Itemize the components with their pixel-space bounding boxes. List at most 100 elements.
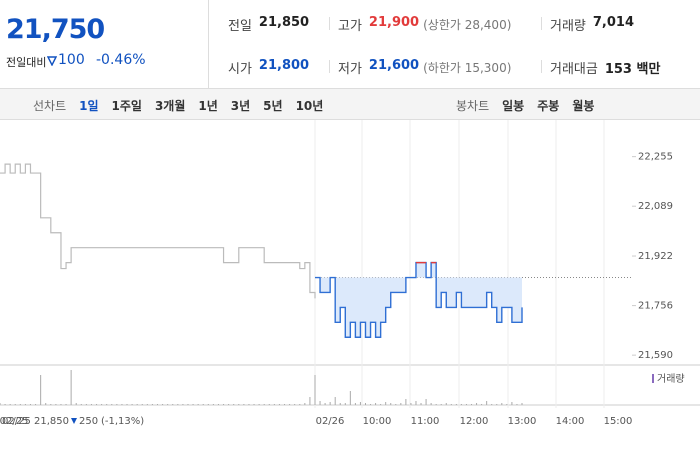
volume-bar <box>121 404 123 405</box>
period-tab[interactable]: 10년 <box>295 99 324 113</box>
volume-bar <box>319 401 321 405</box>
separator <box>329 17 330 30</box>
change: 100 <box>58 52 85 68</box>
volume-bar <box>263 404 265 405</box>
volume-bar <box>187 404 189 405</box>
candle-tab[interactable]: 일봉 <box>502 99 525 113</box>
x-tick-label: 14:00 <box>556 416 585 427</box>
volume-bar <box>390 403 392 405</box>
stat-label: 거래량 <box>550 19 586 34</box>
volume-bar <box>9 404 11 405</box>
volume-bar <box>157 404 158 405</box>
stat-value: 7,014 <box>592 15 635 30</box>
candle-tab[interactable]: 주봉 <box>537 99 560 113</box>
volume-bar <box>40 375 42 405</box>
volume-bar <box>496 404 498 405</box>
volume-bar <box>0 403 1 405</box>
volume-bar <box>273 404 275 405</box>
period-tab[interactable]: 1주일 <box>111 99 142 113</box>
volume-bar <box>207 404 209 405</box>
stat-label: 저가 <box>338 62 362 77</box>
volume-bar <box>65 404 67 405</box>
volume-bar <box>50 404 52 405</box>
volume-bar <box>450 404 452 405</box>
volume-bar <box>90 404 92 405</box>
area <box>315 262 522 338</box>
volume-bar <box>415 401 417 405</box>
volume-bar <box>349 391 351 405</box>
period-tab[interactable]: 3년 <box>230 99 251 113</box>
volume-bar <box>339 403 341 405</box>
volume-bar <box>314 375 316 405</box>
volume-bar <box>521 403 523 405</box>
volume-bar <box>162 404 164 405</box>
info-pct: (-1,13%) <box>101 416 144 427</box>
period-tab[interactable]: 3개월 <box>154 99 186 113</box>
x-tick-label: 12:00 <box>460 416 489 427</box>
change-pct: -0.46% <box>96 52 146 68</box>
header: 21,750 전일대비 100 -0.46% 전일 21,850 고가 21,900(… <box>0 0 700 89</box>
period-tab[interactable]: 1일 <box>79 99 99 113</box>
volume-bar <box>29 404 31 405</box>
volume-bar <box>268 404 270 405</box>
volume-bar <box>182 404 184 405</box>
y-tick-label: 21,756 <box>638 301 673 312</box>
tab-label: 선차트 <box>33 99 67 113</box>
legend-swatch <box>652 374 654 383</box>
tab-label: 봉차트 <box>456 99 490 113</box>
volume-bar <box>395 404 397 405</box>
volume-bar <box>354 403 356 405</box>
volume-bar <box>24 404 26 405</box>
period-tab[interactable]: 1년 <box>198 99 218 113</box>
volume-bar <box>435 404 437 405</box>
down-arrow <box>47 56 57 66</box>
volume-bar <box>375 403 377 405</box>
y-tick-label: 21,590 <box>638 350 673 361</box>
volume-bar <box>116 404 118 405</box>
period-tabs: 선차트 1일 1주일 3개월 1년 3년 5년 10년 봉차트 일봉 주봉 월봉 <box>0 89 700 120</box>
separator <box>541 17 542 30</box>
volume-bar <box>106 404 108 405</box>
volume-bar <box>410 403 412 405</box>
legend-label: 거래량 <box>657 373 685 385</box>
volume-bar <box>136 404 138 405</box>
period-tab[interactable]: 5년 <box>263 99 283 113</box>
x-tick-label: 10:00 <box>363 416 392 427</box>
volume-bar <box>481 404 483 405</box>
volume-bar <box>238 404 240 405</box>
volume-bar <box>228 404 230 405</box>
volume-bar <box>344 403 346 405</box>
volume-bar <box>172 404 174 405</box>
volume-bar <box>400 403 402 405</box>
volume-bar <box>329 402 331 405</box>
volume-bar <box>278 404 280 405</box>
candle-tab[interactable]: 월봉 <box>572 99 595 113</box>
volume-bar <box>80 404 82 405</box>
volume-bar <box>511 402 513 405</box>
volume-bar <box>370 404 372 405</box>
volume-bar <box>455 404 457 405</box>
volume-bar <box>45 403 47 405</box>
separator <box>541 60 542 73</box>
volume-bar <box>258 404 260 405</box>
stat-label: 고가 <box>338 19 362 34</box>
volume-bar <box>243 404 245 405</box>
info-price: 21,850 <box>34 416 69 427</box>
stat-value: 153 백만 <box>604 62 661 77</box>
volume-bar <box>96 404 98 405</box>
volume-bar <box>516 404 518 405</box>
stat-value: 21,800 <box>258 58 310 73</box>
change-label: 전일대비 <box>6 56 47 69</box>
volume-bar <box>4 404 6 405</box>
stat-extra: (상한가 28,400) <box>423 18 512 32</box>
volume-bar <box>359 402 361 405</box>
separator <box>329 60 330 73</box>
y-tick-label: 22,089 <box>638 201 673 212</box>
volume-bar <box>217 404 219 405</box>
volume-bar <box>324 403 326 405</box>
x-tick-label: 11:00 <box>411 416 440 427</box>
volume-bar <box>430 403 432 405</box>
volume-bar <box>85 404 87 405</box>
volume-bar <box>385 402 387 405</box>
